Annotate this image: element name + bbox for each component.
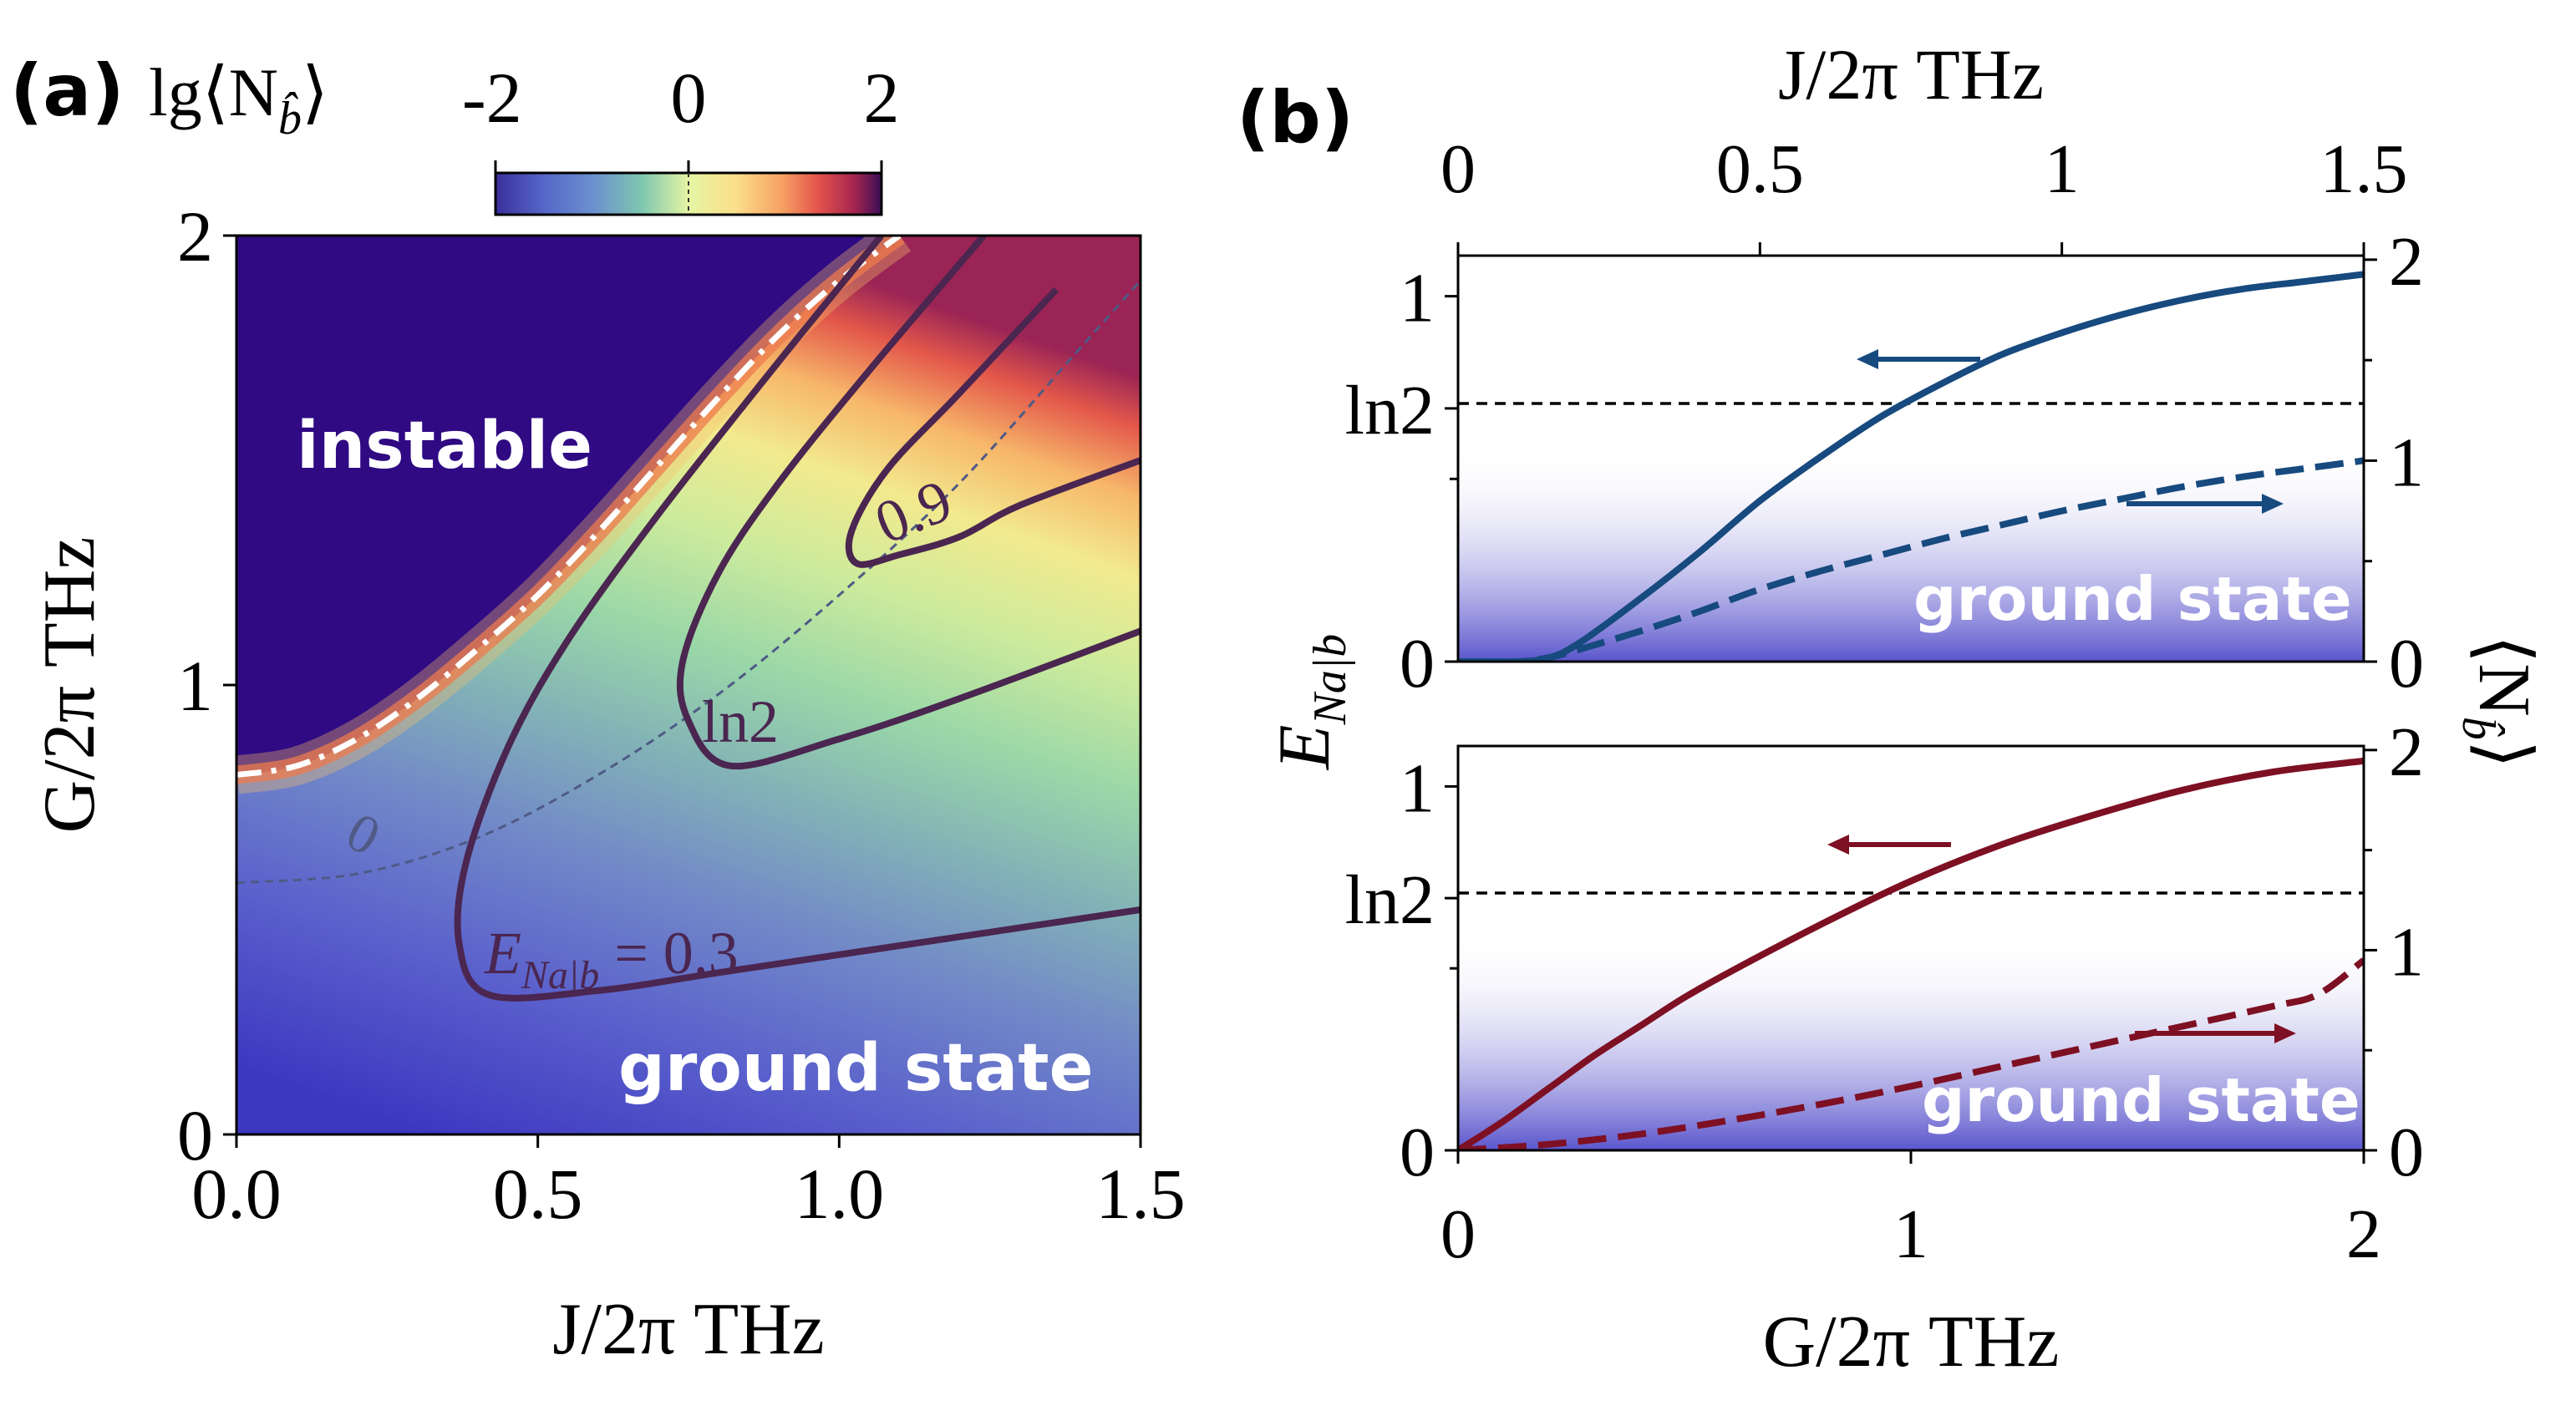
contour-e-0-9 <box>845 287 1141 568</box>
heatmap-area <box>236 236 1141 1134</box>
contour-e-ln2 <box>676 236 1141 770</box>
lower-right-arrow <box>2135 1023 2296 1043</box>
panel-b-bottom-axis-label: G/2π THz <box>1763 1302 2060 1383</box>
panel-b-right-ylabel: ⟨Nb̂⟩ <box>2452 635 2544 769</box>
region-ground-label: ground state <box>618 1031 1093 1106</box>
x-tick-label: 1.0 <box>795 1154 885 1234</box>
panel-b-left-ylabel: ENa|b <box>1264 634 1356 772</box>
bottom-tick-label: 0 <box>1440 1195 1476 1273</box>
left-tick-label: 1 <box>1400 260 1435 337</box>
left-tick-label: 1 <box>1400 749 1435 827</box>
contour-lg-n-zero <box>236 279 1141 885</box>
right-tick-label: 2 <box>2389 223 2424 301</box>
colorbar: -2 0 2 <box>462 58 900 216</box>
top-tick-label: 0 <box>1440 130 1476 208</box>
panel-b-upper: ground state <box>1456 254 2365 663</box>
panel-b-top-axis-label: J/2π THz <box>1778 34 2044 114</box>
left-tick-label: 0 <box>1400 1114 1435 1191</box>
right-tick-label: 1 <box>2389 424 2424 501</box>
x-tick-label: 0.5 <box>493 1154 583 1234</box>
lower-region-label: ground state <box>1922 1065 2360 1135</box>
region-instable-label: instable <box>297 409 592 484</box>
upper-region-label: ground state <box>1913 564 2352 634</box>
y-tick-label: 1 <box>177 646 213 726</box>
right-tick-label: 0 <box>2389 1114 2424 1191</box>
panel-a-ylabel: G/2π THz <box>29 537 110 834</box>
stability-boundary <box>236 236 902 779</box>
colorbar-tick-label: 2 <box>864 58 900 138</box>
panel-b-lower: ground state <box>1456 744 2365 1152</box>
lower-entanglement-curve <box>1458 757 2364 1150</box>
y-tick-label: 2 <box>177 196 213 277</box>
bottom-tick-label: 2 <box>2346 1195 2381 1273</box>
contour-ln2-label: ln2 <box>702 688 779 755</box>
right-tick-label: 0 <box>2389 625 2424 703</box>
colorbar-title: lg⟨Nb̂⟩ <box>149 54 328 145</box>
contour-03-label: ENa|b = 0.3 <box>484 920 739 997</box>
panel-a-xlabel: J/2π THz <box>552 1289 825 1370</box>
colorbar-tick-label: -2 <box>462 58 522 138</box>
bottom-tick-label: 1 <box>1893 1195 1928 1273</box>
upper-right-arrow <box>2126 494 2284 514</box>
lower-photon-number-curve <box>1458 957 2364 1150</box>
left-tick-label: 0 <box>1400 625 1435 703</box>
right-tick-label: 1 <box>2389 913 2424 991</box>
upper-frame <box>1456 254 2365 663</box>
left-tick-label: ln2 <box>1345 861 1435 939</box>
panel-a-label: (a) <box>10 49 124 133</box>
top-tick-label: 0.5 <box>1716 130 1804 208</box>
upper-left-arrow <box>1857 349 1980 369</box>
y-tick-label: 0 <box>177 1095 213 1175</box>
left-tick-label: ln2 <box>1345 372 1435 449</box>
panel-b-label: (b) <box>1237 76 1354 160</box>
x-tick-label: 1.5 <box>1095 1154 1186 1234</box>
top-tick-label: 1 <box>2045 130 2080 208</box>
colorbar-tick-label: 0 <box>671 58 707 138</box>
panel-a-axes: 0.0 0.5 1.0 1.5 0 1 2 <box>177 196 1186 1234</box>
x-tick-label: 0.0 <box>191 1154 282 1234</box>
lower-left-arrow <box>1827 835 1951 855</box>
contour-e-0-3 <box>454 236 1141 1002</box>
right-tick-label: 2 <box>2389 713 2424 791</box>
top-tick-label: 1.5 <box>2320 130 2408 208</box>
upper-photon-number-curve <box>1458 457 2364 662</box>
